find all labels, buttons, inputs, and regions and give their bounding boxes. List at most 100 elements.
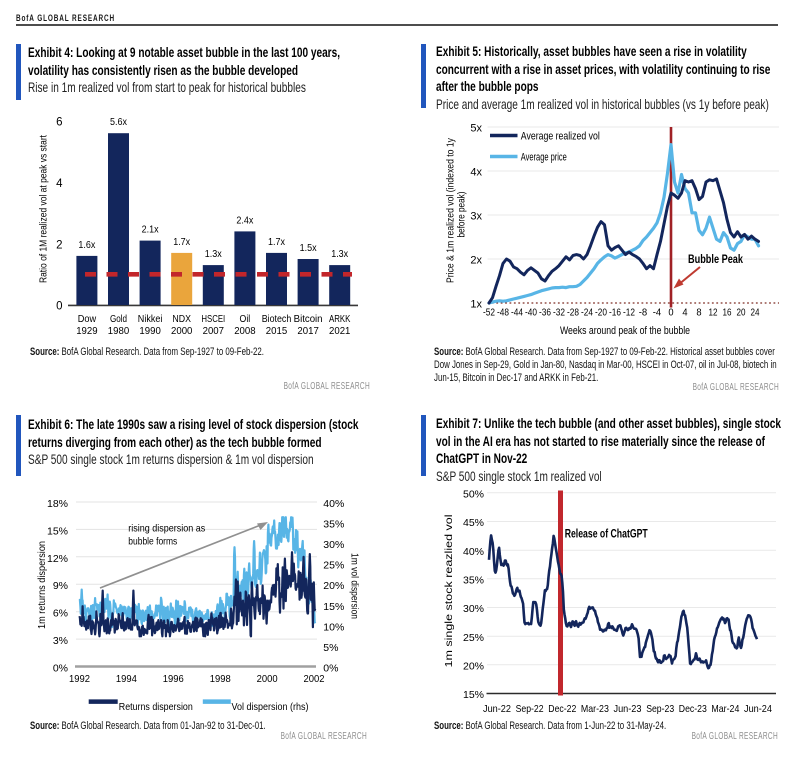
svg-text:2x: 2x (470, 255, 482, 267)
svg-text:6: 6 (56, 117, 62, 129)
svg-text:Price & 1m realized vol (index: Price & 1m realized vol (indexed to 1y (446, 138, 457, 283)
svg-text:Jun-22: Jun-22 (483, 703, 511, 715)
svg-text:1m vol dispersion: 1m vol dispersion (349, 553, 360, 619)
svg-text:2000: 2000 (171, 325, 193, 337)
svg-text:2007: 2007 (203, 325, 225, 337)
svg-text:2000: 2000 (257, 673, 278, 685)
svg-text:1m single stock reazlied vol: 1m single stock reazlied vol (443, 515, 455, 668)
svg-text:30%: 30% (463, 603, 484, 615)
svg-text:40%: 40% (323, 498, 344, 510)
svg-text:50%: 50% (463, 488, 484, 500)
svg-text:Bitcoin: Bitcoin (294, 313, 323, 325)
svg-text:Weeks around peak of the bubbl: Weeks around peak of the bubble (560, 325, 690, 337)
svg-text:1.6x: 1.6x (78, 239, 96, 251)
svg-text:-4: -4 (653, 308, 662, 319)
svg-text:Vol dispersion (rhs): Vol dispersion (rhs) (232, 701, 309, 713)
svg-text:-12: -12 (623, 308, 635, 319)
svg-text:-24: -24 (581, 308, 593, 319)
svg-text:Nikkei: Nikkei (138, 313, 163, 325)
svg-text:before peak): before peak) (457, 192, 468, 238)
svg-text:Sep-23: Sep-23 (646, 703, 674, 715)
svg-text:15%: 15% (47, 525, 68, 537)
svg-text:Gold: Gold (110, 313, 127, 325)
svg-text:Dow: Dow (78, 313, 97, 325)
svg-text:35%: 35% (463, 574, 484, 586)
svg-text:20: 20 (737, 308, 746, 319)
svg-text:1.3x: 1.3x (205, 248, 223, 260)
svg-text:HSCEI: HSCEI (201, 313, 225, 325)
svg-text:-40: -40 (525, 308, 537, 319)
svg-text:5%: 5% (323, 642, 338, 654)
svg-text:3x: 3x (470, 211, 482, 223)
svg-text:Returns dispersion: Returns dispersion (119, 701, 193, 713)
svg-text:3%: 3% (53, 635, 68, 647)
svg-text:Jun-24: Jun-24 (744, 703, 772, 715)
svg-text:2: 2 (56, 239, 62, 251)
svg-text:1.5x: 1.5x (300, 242, 318, 254)
svg-text:Oil: Oil (240, 313, 251, 325)
svg-text:15%: 15% (323, 601, 344, 613)
svg-text:Ratio of 1M realized vol at pe: Ratio of 1M realized vol at peak vs star… (38, 135, 50, 283)
svg-text:4x: 4x (470, 167, 482, 179)
svg-text:1m returns dispersion: 1m returns dispersion (37, 541, 48, 629)
svg-text:1990: 1990 (139, 325, 161, 337)
svg-text:2.1x: 2.1x (142, 224, 160, 236)
svg-text:20%: 20% (323, 580, 344, 592)
svg-text:1929: 1929 (76, 325, 98, 337)
svg-text:1996: 1996 (163, 673, 184, 685)
svg-text:0: 0 (668, 308, 674, 319)
svg-text:18%: 18% (47, 498, 68, 510)
svg-text:1x: 1x (470, 299, 482, 311)
svg-text:5x: 5x (470, 123, 482, 135)
svg-text:35%: 35% (323, 519, 344, 531)
svg-text:Bubble Peak: Bubble Peak (688, 254, 743, 266)
svg-text:15%: 15% (463, 689, 484, 701)
svg-text:24: 24 (751, 308, 760, 319)
svg-text:-44: -44 (511, 308, 523, 319)
svg-text:25%: 25% (323, 560, 344, 572)
svg-text:0%: 0% (323, 663, 338, 675)
svg-text:2015: 2015 (266, 325, 288, 337)
svg-text:20%: 20% (463, 660, 484, 672)
svg-text:Mar-23: Mar-23 (581, 703, 609, 715)
svg-text:-8: -8 (639, 308, 648, 319)
svg-text:0: 0 (56, 301, 62, 313)
svg-text:-20: -20 (595, 308, 607, 319)
svg-text:6%: 6% (53, 608, 68, 620)
svg-text:Biotech: Biotech (262, 313, 292, 325)
svg-text:4: 4 (56, 178, 63, 190)
svg-text:2017: 2017 (297, 325, 319, 337)
svg-text:40%: 40% (463, 546, 484, 558)
svg-text:Average realized vol: Average realized vol (521, 131, 600, 143)
svg-text:NDX: NDX (172, 313, 191, 325)
svg-text:25%: 25% (463, 632, 484, 644)
svg-text:12%: 12% (47, 553, 68, 565)
svg-text:45%: 45% (463, 517, 484, 529)
svg-text:-36: -36 (539, 308, 551, 319)
svg-text:1994: 1994 (116, 673, 137, 685)
svg-text:1992: 1992 (69, 673, 90, 685)
svg-text:Jun-23: Jun-23 (614, 703, 642, 715)
svg-text:-32: -32 (553, 308, 565, 319)
svg-text:-28: -28 (567, 308, 579, 319)
svg-text:12: 12 (709, 308, 718, 319)
svg-text:8: 8 (696, 308, 702, 319)
svg-text:16: 16 (723, 308, 732, 319)
svg-text:2.4x: 2.4x (236, 214, 254, 226)
svg-text:1.7x: 1.7x (268, 236, 286, 248)
svg-text:bubble forms: bubble forms (128, 536, 177, 548)
svg-text:2021: 2021 (329, 325, 351, 337)
svg-text:ARKK: ARKK (329, 313, 350, 325)
svg-text:1.3x: 1.3x (331, 248, 349, 260)
svg-text:10%: 10% (323, 621, 344, 633)
svg-text:4: 4 (682, 308, 688, 319)
svg-text:Mar-24: Mar-24 (711, 703, 739, 715)
svg-text:30%: 30% (323, 539, 344, 551)
svg-text:Dec-23: Dec-23 (679, 703, 707, 715)
svg-text:Release of ChatGPT: Release of ChatGPT (565, 528, 648, 540)
svg-text:2002: 2002 (304, 673, 325, 685)
svg-text:9%: 9% (53, 580, 68, 592)
svg-text:-16: -16 (609, 308, 621, 319)
svg-text:Sep-22: Sep-22 (516, 703, 544, 715)
svg-text:-52: -52 (483, 308, 495, 319)
